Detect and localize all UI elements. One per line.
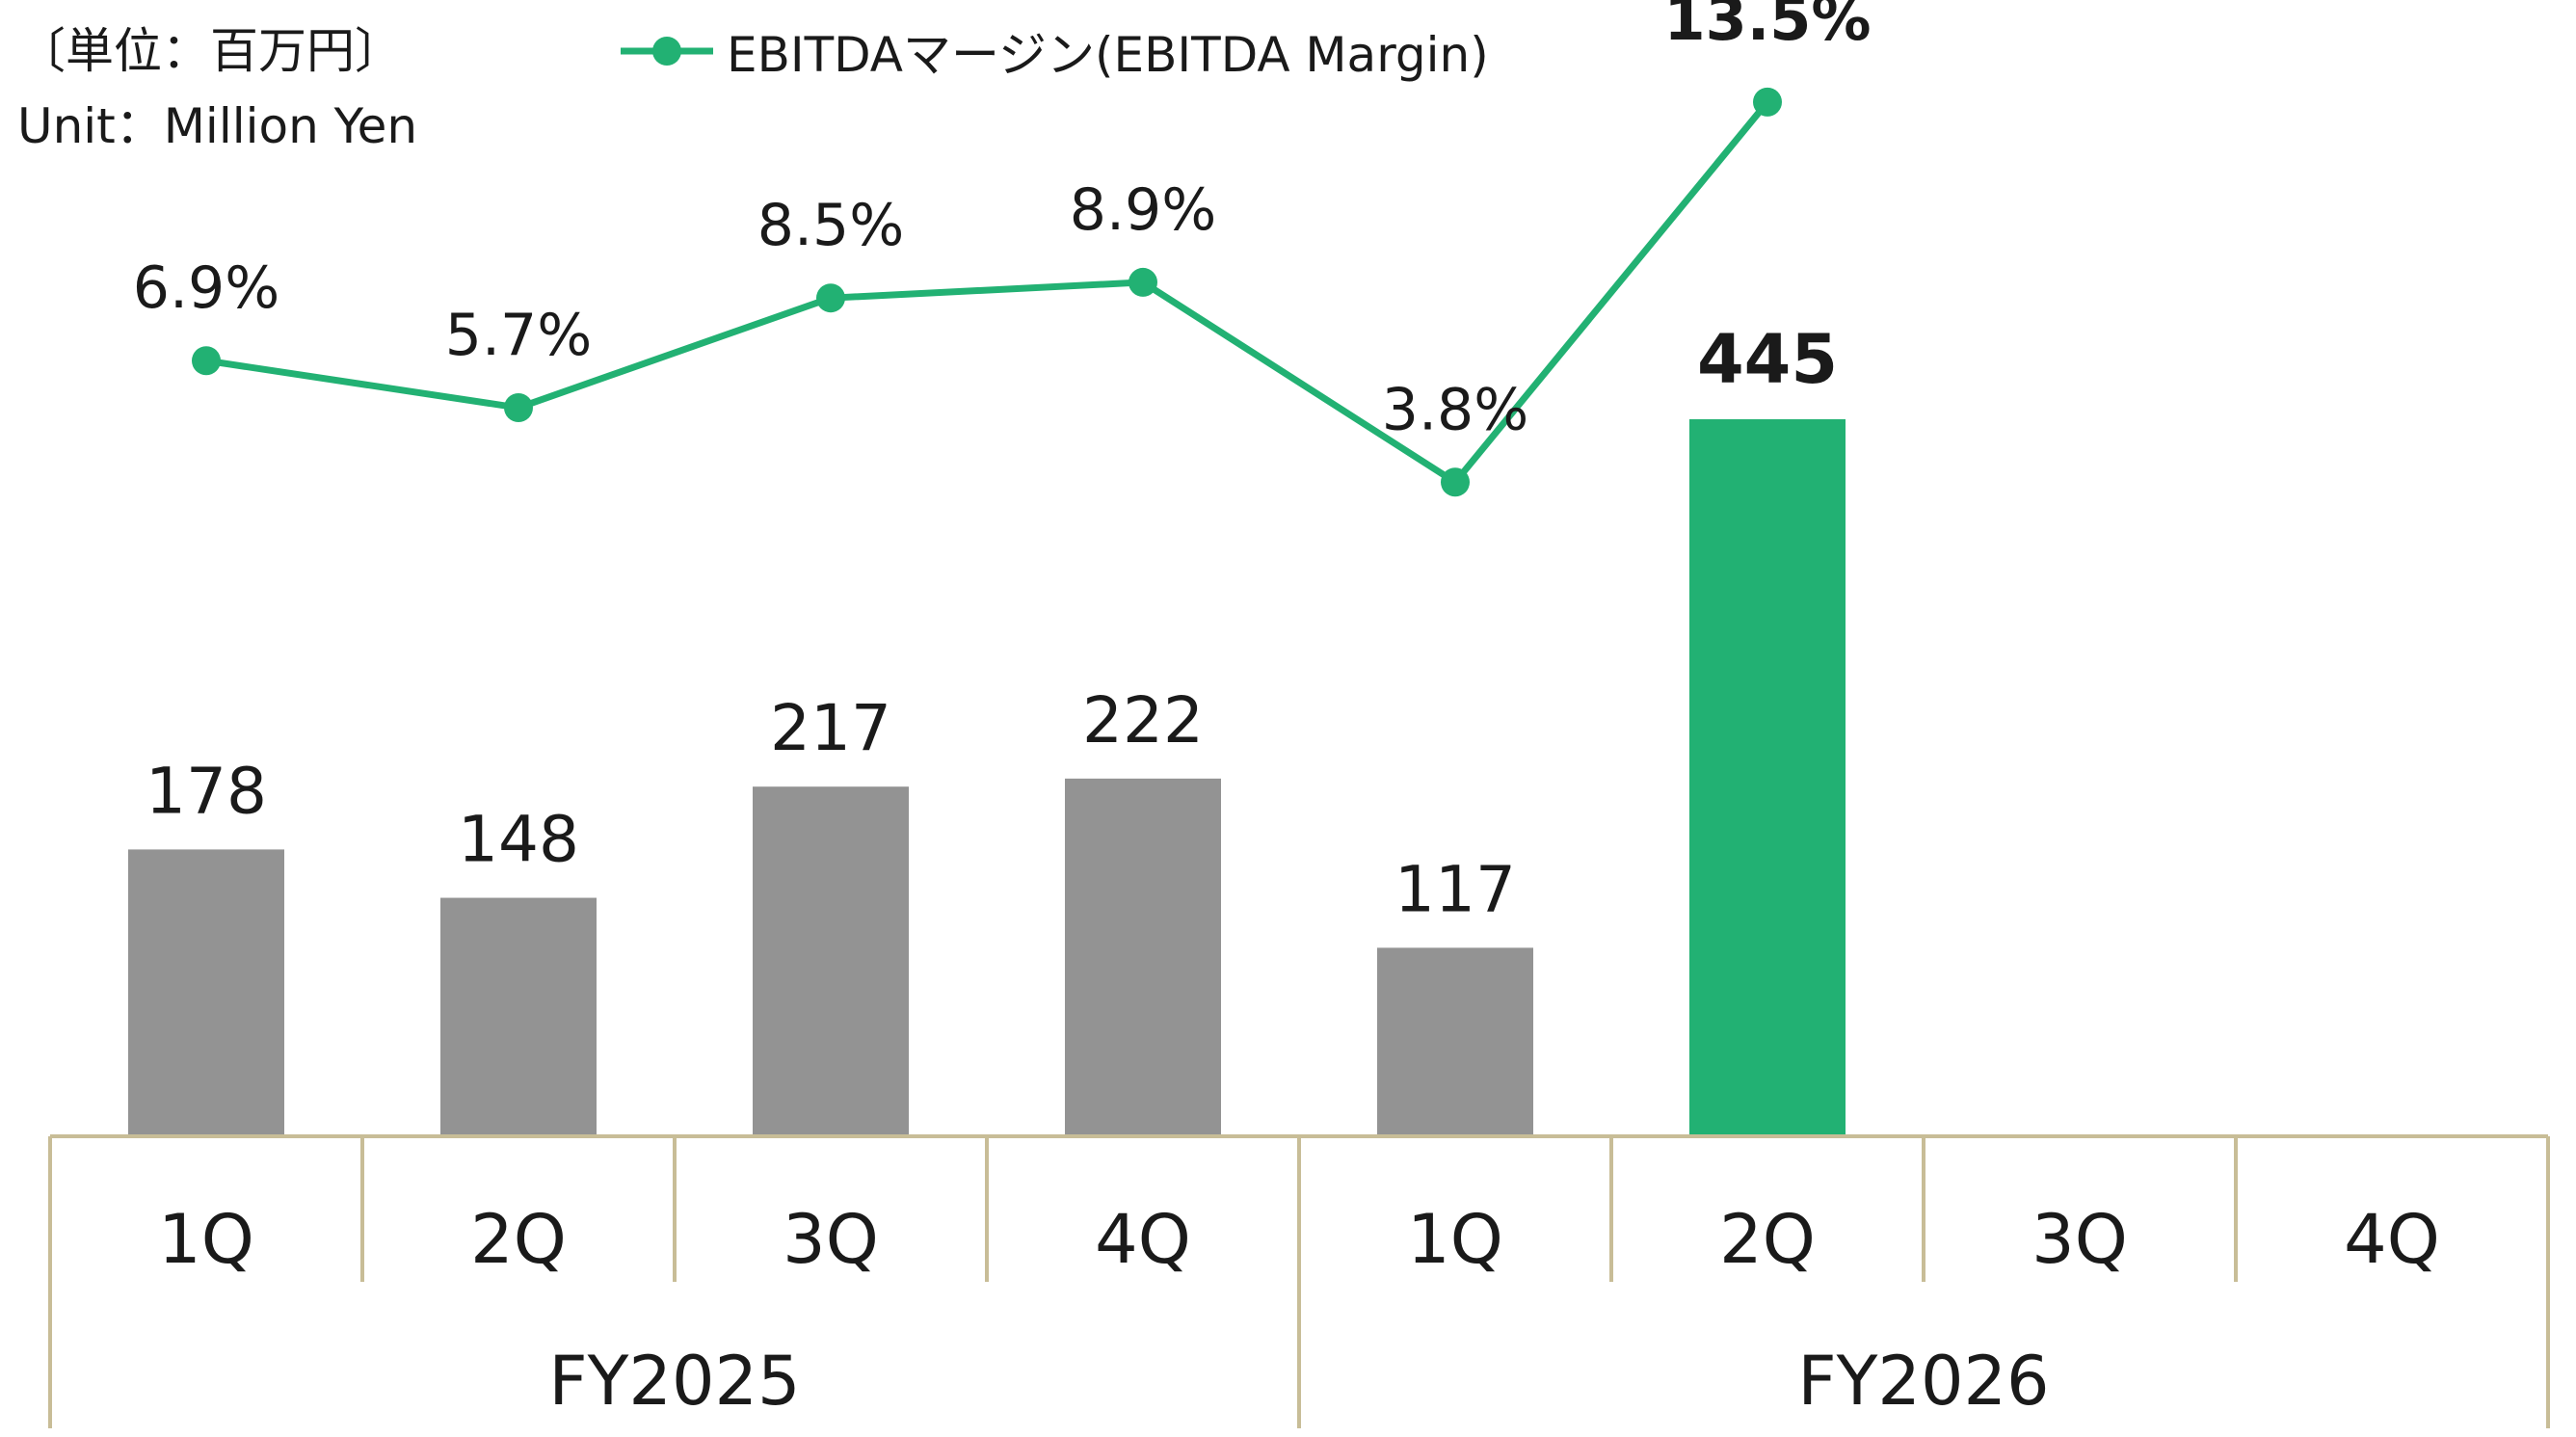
- unit-label: 〔単位：百万円〕 Unit：Million Yen: [17, 13, 417, 164]
- margin-point: [1441, 467, 1470, 497]
- bar-value-label: 117: [1394, 852, 1516, 926]
- fiscal-year-label: FY2026: [1797, 1342, 2049, 1421]
- bar-value-label: 178: [146, 754, 267, 828]
- legend-line-marker-icon: [621, 37, 713, 66]
- bar: [128, 849, 284, 1136]
- x-tick-label: 3Q: [2032, 1200, 2128, 1279]
- margin-point: [1129, 267, 1157, 297]
- legend: EBITDAマージン(EBITDA Margin): [617, 13, 1489, 89]
- bar-value-label: 217: [770, 691, 891, 765]
- bar: [1689, 419, 1846, 1136]
- x-tick-label: 1Q: [1407, 1200, 1503, 1279]
- margin-point: [192, 346, 221, 376]
- x-tick-label: 2Q: [470, 1200, 567, 1279]
- margin-series-line: [205, 99, 1770, 486]
- bar-value-label: 148: [458, 803, 579, 877]
- bar: [753, 786, 909, 1136]
- legend-label: EBITDAマージン(EBITDA Margin): [727, 27, 1489, 83]
- margin-point: [1753, 87, 1782, 117]
- x-tick-label: 1Q: [158, 1200, 254, 1279]
- bar: [1377, 947, 1533, 1136]
- margin-value-label: 3.8%: [1382, 376, 1528, 443]
- margin-point: [816, 283, 845, 313]
- fiscal-year-label: FY2025: [548, 1342, 800, 1421]
- x-tick-label: 2Q: [1719, 1200, 1816, 1279]
- bar: [1065, 778, 1221, 1136]
- bar: [440, 897, 597, 1136]
- bar-value-label: 445: [1697, 320, 1838, 399]
- margin-value-label: 6.9%: [133, 254, 279, 322]
- margin-value-label: 5.7%: [445, 302, 592, 369]
- margin-value-label: 13.5%: [1663, 0, 1871, 54]
- unit-label-ja: 〔単位：百万円〕: [17, 23, 403, 79]
- margin-value-label: 8.5%: [757, 192, 904, 259]
- x-tick-label: 4Q: [1095, 1200, 1191, 1279]
- bar-value-label: 222: [1082, 683, 1204, 758]
- margin-value-label: 8.9%: [1070, 176, 1216, 244]
- unit-label-en: Unit：Million Yen: [17, 98, 418, 154]
- x-tick-label: 3Q: [783, 1200, 879, 1279]
- margin-point: [504, 393, 533, 423]
- x-tick-label: 4Q: [2344, 1200, 2440, 1279]
